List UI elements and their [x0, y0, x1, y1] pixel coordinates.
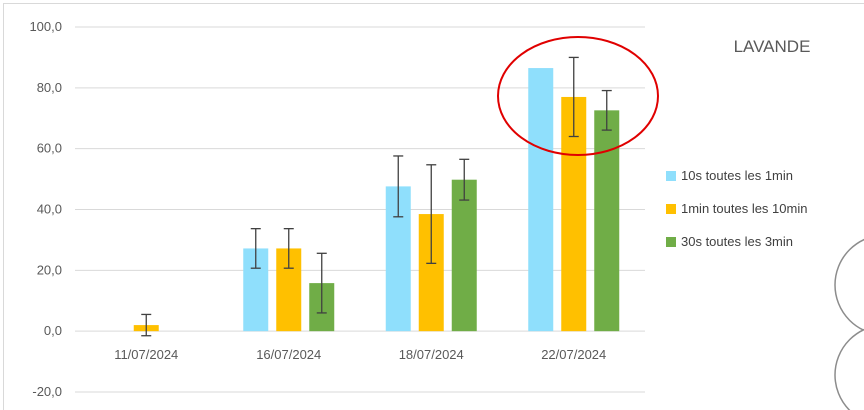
error-bars: [141, 56, 612, 337]
x-tick-label: 16/07/2024: [256, 347, 321, 362]
bar: [528, 68, 554, 332]
x-tick-label: 18/07/2024: [399, 347, 464, 362]
chart-border: [3, 3, 864, 410]
legend-swatch: [666, 237, 676, 247]
y-axis-ticks: -20,0 0,0 20,0 40,0 60,0 80,0 100,0: [29, 19, 62, 399]
highlight-ellipse: [497, 36, 659, 156]
y-tick-label: -20,0: [32, 384, 62, 399]
y-tick-label: 100,0: [29, 19, 62, 34]
bar: [451, 179, 477, 332]
chart-title: LAVANDE: [734, 37, 811, 56]
y-tick-label: 60,0: [37, 141, 62, 156]
x-tick-label: 11/07/2024: [114, 347, 178, 362]
y-tick-label: 80,0: [37, 80, 62, 95]
legend-label: 1min toutes les 10min: [681, 201, 807, 216]
legend-swatch: [666, 171, 676, 181]
y-tick-label: 0,0: [44, 323, 62, 338]
x-axis-ticks: 11/07/2024 16/07/2024 18/07/2024 22/07/2024: [114, 347, 606, 362]
bar: [594, 110, 620, 332]
legend: 10s toutes les 1min 1min toutes les 10min…: [666, 168, 807, 249]
y-tick-label: 20,0: [37, 262, 62, 277]
legend-swatch: [666, 204, 676, 214]
decorative-circle-lower: [834, 328, 864, 410]
legend-label: 10s toutes les 1min: [681, 168, 793, 183]
legend-label: 30s toutes les 3min: [681, 234, 793, 249]
x-tick-label: 22/07/2024: [541, 347, 606, 362]
decorative-circle-upper: [834, 238, 864, 332]
y-tick-label: 40,0: [37, 202, 62, 217]
